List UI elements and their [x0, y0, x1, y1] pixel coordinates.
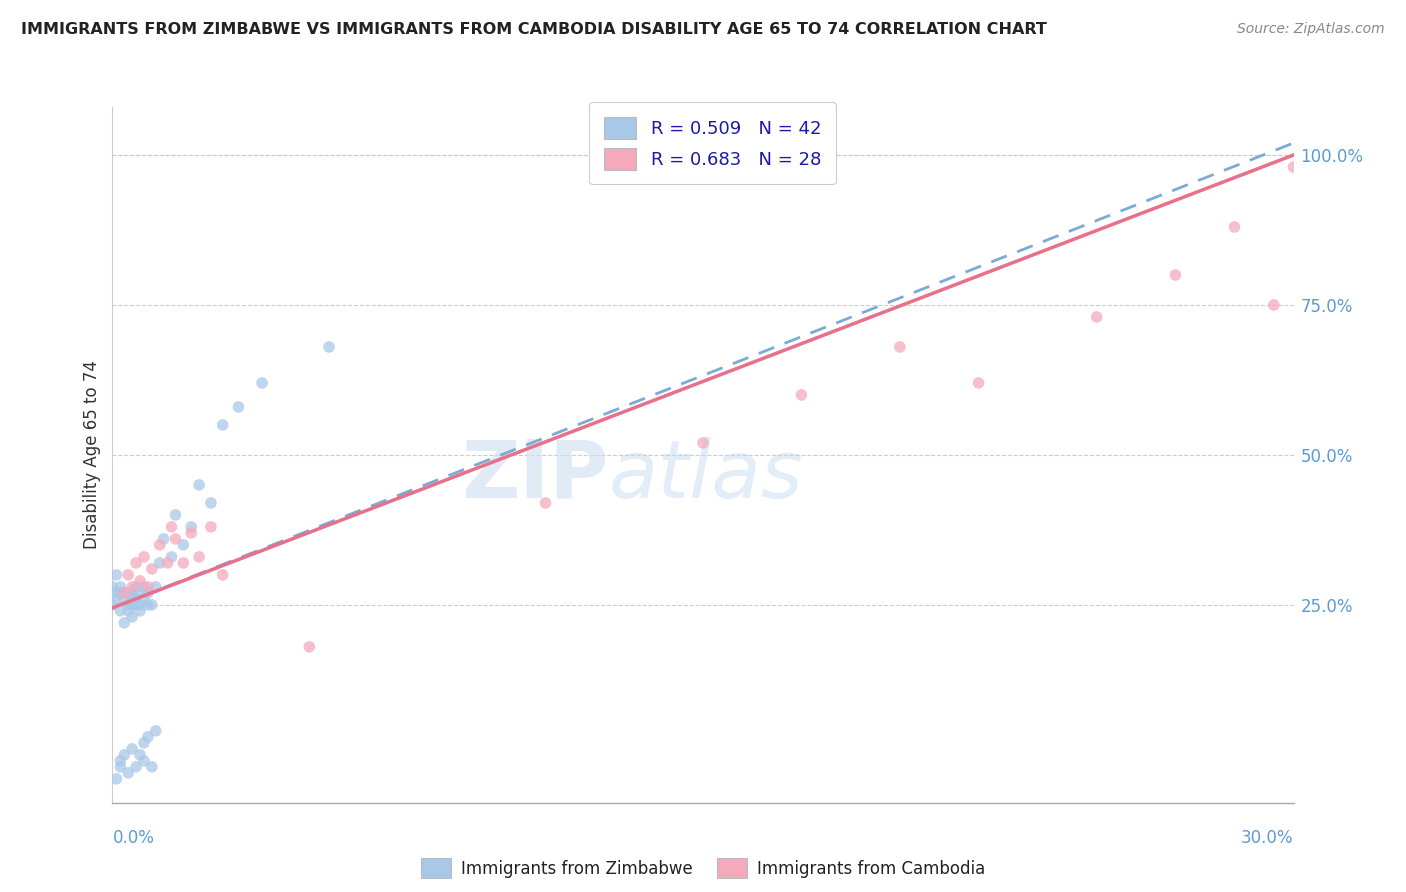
- Point: [125, 591, 148, 606]
- Point: [211, 417, 233, 432]
- Point: [112, 591, 135, 606]
- Point: [129, 574, 152, 588]
- Point: [145, 580, 167, 594]
- Point: [967, 376, 990, 390]
- Point: [160, 520, 183, 534]
- Point: [112, 586, 135, 600]
- Point: [132, 591, 155, 606]
- Point: [889, 340, 911, 354]
- Point: [141, 598, 163, 612]
- Point: [692, 436, 714, 450]
- Point: [132, 754, 155, 768]
- Text: 0.0%: 0.0%: [112, 829, 155, 847]
- Text: 30.0%: 30.0%: [1241, 829, 1294, 847]
- Point: [129, 747, 152, 762]
- Point: [129, 586, 152, 600]
- Point: [117, 598, 139, 612]
- Point: [110, 604, 132, 618]
- Point: [117, 586, 139, 600]
- Point: [105, 586, 128, 600]
- Point: [121, 598, 143, 612]
- Point: [1085, 310, 1108, 324]
- Point: [136, 730, 159, 744]
- Point: [101, 580, 124, 594]
- Text: IMMIGRANTS FROM ZIMBABWE VS IMMIGRANTS FROM CAMBODIA DISABILITY AGE 65 TO 74 COR: IMMIGRANTS FROM ZIMBABWE VS IMMIGRANTS F…: [21, 22, 1047, 37]
- Point: [121, 591, 143, 606]
- Point: [132, 549, 155, 564]
- Point: [132, 580, 155, 594]
- Point: [125, 598, 148, 612]
- Text: atlas: atlas: [609, 437, 803, 515]
- Point: [105, 772, 128, 786]
- Y-axis label: Disability Age 65 to 74: Disability Age 65 to 74: [83, 360, 101, 549]
- Point: [156, 556, 179, 570]
- Point: [152, 532, 174, 546]
- Point: [101, 598, 124, 612]
- Point: [250, 376, 273, 390]
- Point: [117, 567, 139, 582]
- Point: [112, 615, 135, 630]
- Point: [105, 591, 128, 606]
- Point: [121, 610, 143, 624]
- Point: [110, 760, 132, 774]
- Point: [132, 736, 155, 750]
- Point: [790, 388, 813, 402]
- Legend: Immigrants from Zimbabwe, Immigrants from Cambodia: Immigrants from Zimbabwe, Immigrants fro…: [413, 851, 993, 885]
- Point: [112, 586, 135, 600]
- Point: [129, 598, 152, 612]
- Point: [121, 741, 143, 756]
- Point: [125, 760, 148, 774]
- Point: [112, 747, 135, 762]
- Point: [105, 567, 128, 582]
- Point: [125, 556, 148, 570]
- Text: Source: ZipAtlas.com: Source: ZipAtlas.com: [1237, 22, 1385, 37]
- Point: [136, 598, 159, 612]
- Point: [117, 604, 139, 618]
- Point: [121, 580, 143, 594]
- Point: [534, 496, 557, 510]
- Point: [200, 496, 222, 510]
- Point: [141, 562, 163, 576]
- Point: [145, 723, 167, 738]
- Point: [200, 520, 222, 534]
- Point: [110, 586, 132, 600]
- Point: [228, 400, 250, 414]
- Point: [160, 549, 183, 564]
- Point: [149, 538, 172, 552]
- Point: [136, 586, 159, 600]
- Point: [1223, 219, 1246, 234]
- Point: [141, 760, 163, 774]
- Point: [110, 580, 132, 594]
- Point: [188, 478, 211, 492]
- Point: [1263, 298, 1285, 312]
- Point: [180, 525, 202, 540]
- Point: [129, 604, 152, 618]
- Point: [180, 520, 202, 534]
- Point: [165, 532, 187, 546]
- Point: [1282, 160, 1305, 174]
- Point: [110, 754, 132, 768]
- Text: ZIP: ZIP: [461, 437, 609, 515]
- Point: [172, 538, 194, 552]
- Point: [298, 640, 321, 654]
- Point: [125, 580, 148, 594]
- Point: [172, 556, 194, 570]
- Point: [136, 580, 159, 594]
- Point: [1164, 268, 1187, 282]
- Point: [117, 765, 139, 780]
- Point: [318, 340, 340, 354]
- Point: [121, 586, 143, 600]
- Point: [188, 549, 211, 564]
- Point: [211, 567, 233, 582]
- Point: [165, 508, 187, 522]
- Point: [149, 556, 172, 570]
